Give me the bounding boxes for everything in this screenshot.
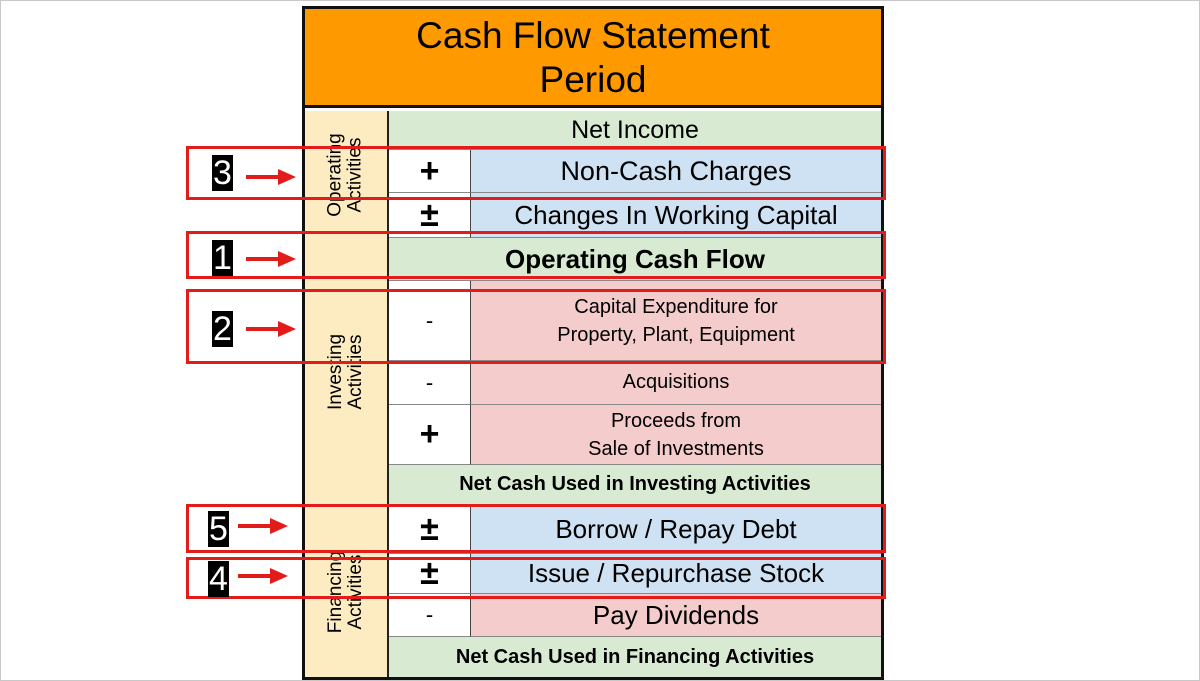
proceeds-line-2: Sale of Investments xyxy=(588,437,764,460)
badge-4: 4 xyxy=(208,560,229,598)
table-title: Cash Flow Statement Period xyxy=(305,9,881,108)
plus-icon: + xyxy=(389,405,471,465)
row-non-cash-charges: Non-Cash Charges xyxy=(471,150,881,193)
row-proceeds: Proceeds from Sale of Investments xyxy=(471,405,881,465)
section-investing: Investing Activities xyxy=(305,238,389,505)
row-acquisitions: Acquisitions xyxy=(471,361,881,405)
highlight-box-4 xyxy=(186,557,886,599)
capex-line-1: Capital Expenditure for xyxy=(574,295,778,318)
arrow-right-icon xyxy=(246,321,296,337)
title-line-1: Cash Flow Statement xyxy=(416,15,770,56)
row-capex: Capital Expenditure for Property, Plant,… xyxy=(471,281,881,361)
highlight-box-3 xyxy=(186,146,886,200)
badge-2: 2 xyxy=(212,310,233,348)
badge-1: 1 xyxy=(212,239,233,277)
minus-icon: - xyxy=(389,281,471,361)
row-stock: Issue / Repurchase Stock xyxy=(471,554,881,594)
plus-icon: + xyxy=(389,150,471,193)
section-operating: Operating Activities xyxy=(305,111,389,238)
arrow-right-icon xyxy=(246,169,296,185)
arrow-right-icon xyxy=(238,568,288,584)
cash-flow-table: Cash Flow Statement Period Operating Act… xyxy=(302,6,884,680)
row-debt: Borrow / Repay Debt xyxy=(471,505,881,554)
row-working-capital: Changes In Working Capital xyxy=(471,193,881,238)
badge-3: 3 xyxy=(212,154,233,192)
capex-line-2: Property, Plant, Equipment xyxy=(557,323,795,346)
row-net-financing: Net Cash Used in Financing Activities xyxy=(389,637,881,677)
badge-5: 5 xyxy=(208,510,229,548)
highlight-box-1 xyxy=(186,231,886,279)
row-operating-cash-flow: Operating Cash Flow xyxy=(389,238,881,281)
row-net-income: Net Income xyxy=(389,111,881,150)
plus-minus-icon: ± xyxy=(389,193,471,238)
minus-icon: - xyxy=(389,594,471,637)
title-line-2: Period xyxy=(539,59,647,100)
row-dividends: Pay Dividends xyxy=(471,594,881,637)
arrow-right-icon xyxy=(238,518,288,534)
proceeds-line-1: Proceeds from xyxy=(610,409,742,432)
highlight-box-5 xyxy=(186,504,886,553)
plus-minus-icon: ± xyxy=(389,554,471,594)
plus-minus-icon: ± xyxy=(389,505,471,554)
minus-icon: - xyxy=(389,361,471,405)
arrow-right-icon xyxy=(246,251,296,267)
highlight-box-2 xyxy=(186,289,886,364)
row-net-investing: Net Cash Used in Investing Activities xyxy=(389,465,881,505)
